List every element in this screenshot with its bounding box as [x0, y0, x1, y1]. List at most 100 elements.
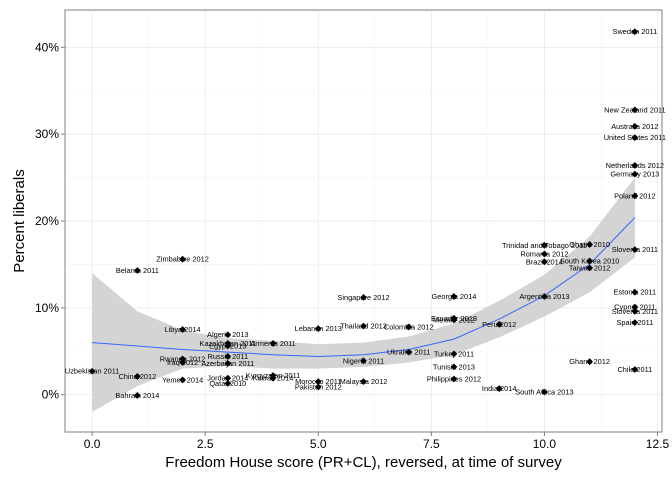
point-label: Spain 2011	[616, 318, 653, 327]
x-tick-label: 10.0	[533, 437, 557, 451]
point-label: Germany 2013	[610, 170, 659, 179]
point-label: Thailand 2013	[340, 322, 387, 331]
point-label: Morocco 2011	[295, 377, 341, 386]
point-label: Rwanda 2012	[160, 355, 206, 364]
point-label: Lebanon 2013	[295, 324, 342, 333]
data-point	[224, 353, 232, 360]
point-label: Colombia 2012	[384, 322, 434, 331]
point-label: Cyprus 2011	[614, 302, 655, 311]
data-point	[224, 379, 232, 387]
y-axis-title: Percent liberals	[11, 169, 28, 272]
data-point	[133, 373, 141, 380]
point-label: Jordan 2014	[207, 374, 248, 383]
x-tick-label: 12.5	[646, 437, 670, 451]
data-point	[541, 250, 548, 258]
point-label: Libya 2014	[165, 325, 201, 334]
point-label: Poland 2012	[614, 191, 656, 200]
data-point	[450, 350, 458, 358]
data-point	[314, 325, 322, 333]
data-point	[179, 359, 186, 366]
data-point	[450, 316, 458, 324]
data-point	[224, 342, 232, 350]
point-label: Azerbaijan 2011	[201, 359, 254, 368]
point-label: Pakistan 2012	[295, 382, 342, 391]
data-point	[631, 288, 639, 296]
point-label: Ghana 2010	[569, 240, 610, 249]
y-axis-ticks: 0% 10% 20% 30% 40%	[35, 40, 65, 402]
data-point	[631, 307, 639, 315]
point-label: Armenia 2011	[250, 339, 295, 348]
data-point	[631, 170, 639, 178]
point-label: Kuwait 2014	[253, 374, 294, 383]
data-point	[631, 122, 639, 130]
point-label: Georgia 2014	[432, 292, 477, 301]
data-point	[314, 383, 322, 391]
point-label: Estonia 2011	[614, 288, 657, 297]
x-tick-label: 7.5	[423, 437, 440, 451]
point-label: Qatar 2010	[209, 379, 246, 388]
data-point	[450, 363, 458, 371]
y-tick-label: 20%	[35, 214, 59, 228]
point-label: South Africa 2013	[515, 388, 573, 397]
point-label: New Zealand 2011	[604, 105, 666, 114]
data-point	[450, 293, 458, 300]
data-point	[179, 376, 186, 384]
point-label: Bahrain 2014	[115, 391, 159, 400]
point-label: India 2014	[482, 384, 517, 393]
data-point	[586, 264, 594, 272]
point-label: Slovenia 2011	[612, 245, 658, 254]
y-tick-label: 0%	[42, 388, 60, 402]
data-point	[269, 374, 277, 382]
point-label: Zimbabwe 2012	[156, 255, 209, 264]
point-label: United States 2011	[604, 133, 666, 142]
data-point	[631, 303, 639, 311]
data-point	[586, 241, 594, 248]
point-label: Brazil 2014	[526, 257, 563, 266]
data-point	[631, 28, 639, 36]
data-point	[179, 355, 186, 363]
data-point	[631, 319, 639, 326]
point-label: Iraq 2012	[167, 358, 198, 367]
data-point	[360, 322, 367, 330]
point-label: Ukraine 2011	[387, 348, 430, 357]
point-label: Uzbekistan 2011	[65, 367, 120, 376]
data-point	[495, 385, 503, 392]
data-point	[586, 358, 594, 366]
data-point	[541, 293, 548, 300]
point-label: Kyrgyzstan 2011	[246, 371, 301, 380]
x-axis-ticks: 0.0 2.5 5.0 7.5 10.0 12.5	[84, 432, 670, 451]
point-label: Taiwan 2012	[569, 263, 611, 272]
point-label: Ecuador 2013	[431, 314, 477, 323]
data-point	[541, 258, 548, 266]
point-label: Trinidad and Tobago 2011	[502, 241, 587, 250]
data-point	[631, 106, 639, 114]
x-tick-label: 0.0	[84, 437, 101, 451]
point-label: Tunisia 2013	[433, 362, 475, 371]
data-point	[360, 294, 367, 301]
point-label: Egypt 2013	[209, 342, 246, 351]
point-label: Chile 2011	[617, 365, 652, 374]
data-point	[314, 378, 322, 386]
point-label: China 2012	[118, 372, 156, 381]
point-label: Slovenia 2011	[612, 307, 658, 316]
point-label: South Korea 2010	[560, 256, 620, 265]
data-point	[405, 323, 413, 331]
point-label: Mexico 2012	[433, 315, 475, 324]
data-point	[631, 192, 639, 200]
y-tick-label: 30%	[35, 127, 59, 141]
data-point	[224, 360, 232, 367]
point-label: Algeria 2013	[207, 330, 249, 339]
data-point	[224, 374, 232, 382]
data-point	[586, 257, 594, 265]
point-label: Romania 2012	[520, 249, 568, 258]
data-point	[269, 340, 277, 347]
point-label: Belarus 2011	[116, 266, 159, 275]
point-label: Turkey 2011	[434, 349, 474, 358]
y-tick-label: 40%	[35, 40, 59, 54]
data-point	[360, 357, 367, 365]
data-point	[631, 366, 639, 373]
point-label: Australia 2012	[611, 122, 658, 131]
point-label: Philippines 2012	[427, 375, 481, 384]
